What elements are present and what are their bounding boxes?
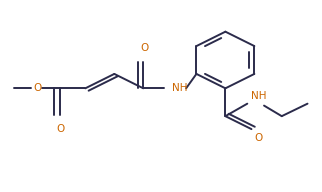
Text: NH: NH: [172, 83, 187, 93]
Text: O: O: [34, 83, 42, 93]
Text: O: O: [254, 133, 263, 143]
Text: O: O: [140, 43, 148, 53]
Text: NH: NH: [251, 91, 267, 101]
Text: O: O: [56, 124, 65, 134]
